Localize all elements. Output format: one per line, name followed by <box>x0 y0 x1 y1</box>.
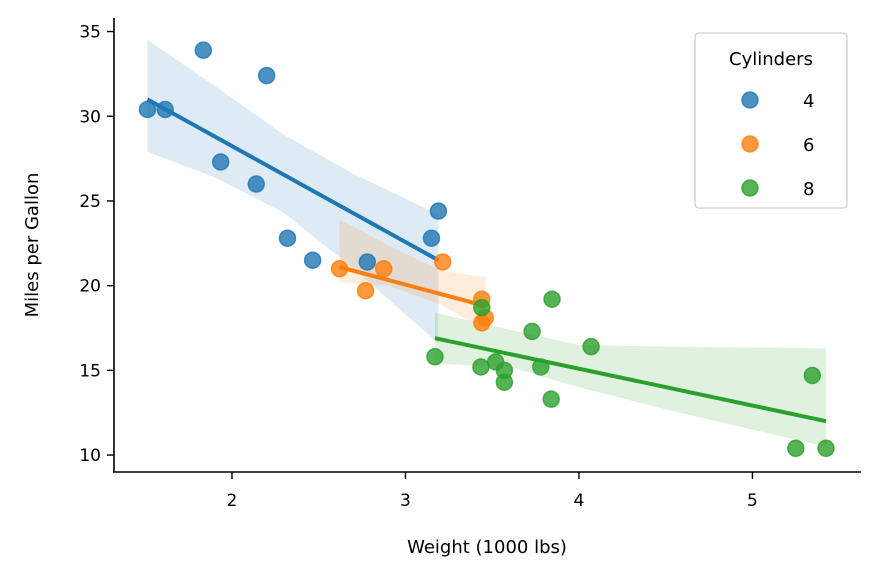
data-point-4 <box>303 251 322 269</box>
y-tick-label: 25 <box>79 192 101 212</box>
legend-box <box>694 32 848 209</box>
x-tick-label: 5 <box>747 491 758 511</box>
data-point-4 <box>247 175 266 193</box>
data-point-8 <box>495 361 514 380</box>
data-point-8 <box>803 366 822 385</box>
x-tick-label: 2 <box>227 491 238 511</box>
y-tick-label: 20 <box>79 277 101 297</box>
regression-lines <box>146 97 827 424</box>
data-point-4 <box>138 100 157 119</box>
data-point-4 <box>257 66 276 85</box>
y-axis-label: Miles per Gallon <box>22 173 43 318</box>
data-point-6 <box>375 259 393 278</box>
data-point-6 <box>330 259 349 278</box>
data-point-4 <box>429 202 448 220</box>
x-ticks: 2 3 4 5 <box>227 472 758 511</box>
regression-line-8 <box>434 336 827 424</box>
data-point-4 <box>358 253 377 271</box>
legend-marker-4 <box>741 91 759 109</box>
data-point-6 <box>434 253 452 271</box>
data-point-4 <box>194 41 213 59</box>
confidence-band-6 <box>339 219 486 330</box>
y-tick-label: 10 <box>79 446 101 466</box>
data-point-4 <box>211 153 230 171</box>
legend-marker-8 <box>741 179 759 197</box>
confidence-band-4 <box>147 40 439 344</box>
data-points <box>138 41 835 458</box>
data-point-8 <box>787 439 805 458</box>
data-point-6 <box>356 281 375 300</box>
legend-label-8: 8 <box>803 179 814 200</box>
legend-title: Cylinders <box>729 49 813 70</box>
data-point-8 <box>523 322 541 341</box>
data-point-4 <box>278 229 297 247</box>
legend-label-6: 6 <box>803 135 814 156</box>
y-tick-label: 15 <box>79 361 101 381</box>
x-axis-label: Weight (1000 lbs) <box>407 537 567 558</box>
data-point-6 <box>473 314 491 332</box>
data-point-8 <box>817 439 835 458</box>
data-point-4 <box>156 100 174 119</box>
data-point-8 <box>426 348 444 366</box>
data-point-8 <box>582 337 600 356</box>
data-point-8 <box>473 298 491 317</box>
regression-line-6 <box>339 265 486 308</box>
data-point-8 <box>532 358 550 376</box>
data-point-8 <box>472 358 490 376</box>
data-point-8 <box>542 390 560 408</box>
data-point-8 <box>543 290 561 308</box>
legend-marker-6 <box>741 135 759 153</box>
x-tick-label: 3 <box>400 491 411 511</box>
y-tick-label: 30 <box>79 107 101 127</box>
y-ticks: 10 15 20 25 30 35 <box>79 23 114 466</box>
legend: Cylinders 4 6 8 <box>694 32 848 209</box>
y-tick-label: 35 <box>79 23 101 43</box>
x-tick-label: 4 <box>574 491 585 511</box>
data-point-4 <box>422 229 441 247</box>
legend-label-4: 4 <box>803 91 814 112</box>
axes <box>113 18 861 473</box>
regression-line-4 <box>146 97 440 262</box>
